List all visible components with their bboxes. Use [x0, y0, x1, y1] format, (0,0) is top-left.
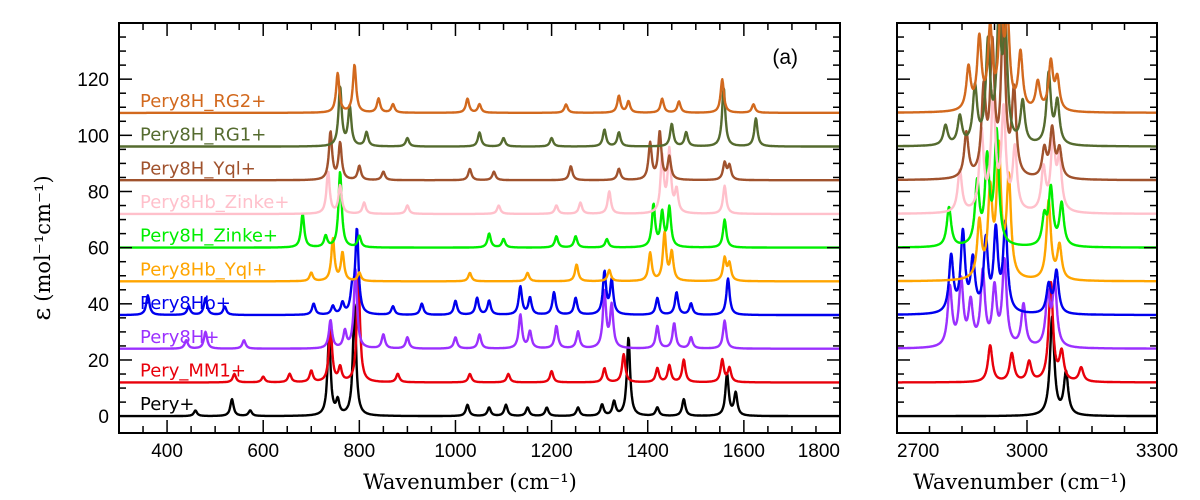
x-tick-label-right: 2700: [897, 441, 939, 462]
plot-lines: [119, 23, 1157, 418]
series-label: Pery8H_RG1+: [140, 125, 266, 146]
x-tick-label-left: 1200: [530, 441, 572, 462]
y-tick-label: 40: [88, 295, 109, 316]
y-axis-units: (mol⁻¹cm⁻¹): [31, 175, 55, 301]
series-line-pery8hb-right: [897, 219, 1157, 317]
series-line-pery8h-yql-left: [119, 130, 840, 182]
series-line-pery8h-zinke-left: [119, 171, 840, 249]
series-line-pery8h-rg1-right: [897, 23, 1157, 148]
series-line-pery8h-right: [897, 257, 1157, 350]
series-line-pery8h-zinke-right: [897, 126, 1157, 249]
y-tick-label: 0: [98, 407, 109, 428]
axis-ticks: [118, 22, 1158, 433]
x-tick-label-right: 3000: [1006, 441, 1048, 462]
series-labels: Pery+ Pery_MM1+ Pery8H+ Pery8Hb+ Pery8Hb_Yql…: [140, 91, 289, 415]
series-label: Pery8H_Zinke+: [140, 226, 278, 247]
panel-label: (a): [772, 46, 798, 69]
x-tick-label-right: 3300: [1136, 441, 1178, 462]
x-tick-label-left: 600: [247, 441, 279, 462]
series-line-pery8h-rg2-left: [119, 63, 840, 115]
series-label: Pery8H_RG2+: [140, 91, 266, 112]
series-line-pery8h-yql-right: [897, 23, 1157, 182]
series-line-pery8hb-yql-left: [119, 230, 840, 283]
series-label: Pery8Hb+: [140, 293, 231, 314]
series-line-pery-right: [897, 315, 1157, 418]
y-tick-label: 100: [77, 126, 109, 147]
series-label: Pery8H+: [140, 327, 219, 348]
x-tick-label-left: 1600: [723, 441, 765, 462]
x-tick-label-left: 400: [151, 441, 183, 462]
series-label: Pery_MM1+: [140, 360, 246, 381]
series-label: Pery8Hb_Zinke+: [140, 192, 289, 213]
series-line-pery8hb-left: [119, 227, 840, 317]
series-line-pery8h-rg2-right: [897, 23, 1157, 114]
x-tick-label-left: 1800: [798, 441, 840, 462]
series-label: Pery8H_Yql+: [140, 158, 256, 179]
series-line-pery8hb-yql-right: [897, 139, 1157, 283]
series-line-pery-mm1-left: [119, 274, 840, 384]
series-label: Pery+: [140, 394, 194, 415]
x-tick-label-left: 1000: [434, 441, 476, 462]
x-axis-title-right: Wavenumber (cm⁻¹): [913, 470, 1127, 494]
series-line-pery8h-left: [119, 268, 840, 350]
series-line-pery8hb-zinke-left: [119, 145, 840, 216]
y-axis-title: ε (mol⁻¹cm⁻¹): [27, 175, 56, 320]
y-tick-label: 80: [88, 182, 109, 203]
y-tick-label: 60: [88, 239, 109, 260]
series-line-pery-mm1-right: [897, 280, 1157, 384]
y-tick-label: 20: [88, 351, 109, 372]
series-line-pery-left: [119, 303, 840, 418]
x-axis-title-left: Wavenumber (cm⁻¹): [363, 470, 577, 494]
series-line-pery8hb-zinke-right: [897, 89, 1157, 215]
y-tick-label: 120: [77, 70, 109, 91]
series-label: Pery8Hb_Yql+: [140, 259, 267, 280]
series-line-pery8h-rg1-left: [119, 85, 840, 148]
x-tick-label-left: 800: [343, 441, 375, 462]
axis-tick-labels: 400 600 800 1000 1200 1400 1600 1800 2700 3000 330…: [77, 70, 1178, 462]
svg-text:ε(mol⁻¹cm⁻¹): ε (mol⁻¹cm⁻¹): [27, 175, 56, 320]
y-axis-symbol: ε: [27, 308, 56, 321]
x-tick-label-left: 1400: [627, 441, 669, 462]
